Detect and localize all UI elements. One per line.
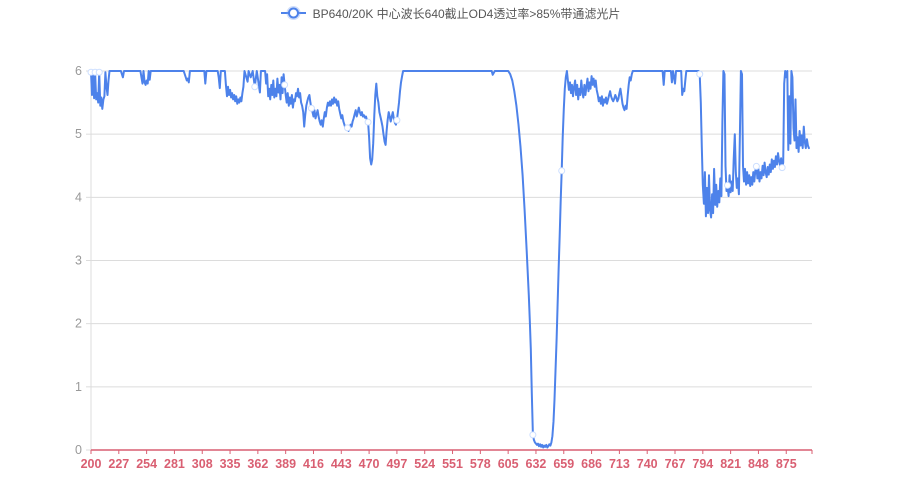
x-tick-label: 227 [108,457,129,471]
x-tick-label: 875 [776,457,797,471]
y-tick-label: 4 [75,190,82,204]
legend-label: BP640/20K 中心波长640截止OD4透过率>85%带通滤光片 [312,6,621,21]
series-line[interactable] [90,70,810,449]
x-tick-label: 497 [386,457,407,471]
x-tick-label: 281 [164,457,185,471]
y-tick-label: 2 [75,317,82,331]
x-tick-label: 308 [192,457,213,471]
y-tick-label: 1 [75,380,82,394]
x-tick-label: 254 [136,457,157,471]
data-point-marker[interactable] [529,431,537,439]
data-point-marker[interactable] [558,167,566,175]
data-point-marker[interactable] [307,104,315,112]
x-tick-label: 470 [359,457,380,471]
data-point-marker[interactable] [724,181,732,189]
data-point-marker[interactable] [251,83,259,91]
x-tick-label: 335 [220,457,241,471]
x-tick-label: 362 [247,457,268,471]
x-tick-label: 848 [748,457,769,471]
x-tick-label: 416 [303,457,324,471]
x-tick-label: 767 [665,457,686,471]
data-point-marker[interactable] [95,68,103,76]
legend-item[interactable]: BP640/20K 中心波长640截止OD4透过率>85%带通滤光片 [0,3,900,23]
x-tick-label: 659 [553,457,574,471]
x-tick-label: 713 [609,457,630,471]
data-point-marker[interactable] [364,118,372,126]
x-tick-label: 524 [414,457,435,471]
y-tick-label: 3 [75,254,82,268]
y-tick-label: 6 [75,64,82,78]
x-tick-label: 389 [275,457,296,471]
data-point-marker[interactable] [393,116,401,124]
x-tick-label: 551 [442,457,463,471]
data-point-marker[interactable] [343,124,351,132]
y-tick-label: 0 [75,443,82,457]
x-tick-label: 794 [692,457,713,471]
x-tick-label: 632 [526,457,547,471]
data-point-marker[interactable] [778,164,786,172]
data-point-marker[interactable] [696,70,704,78]
x-tick-label: 443 [331,457,352,471]
x-tick-label: 821 [720,457,741,471]
x-tick-label: 740 [637,457,658,471]
legend-line-marker-icon [280,6,306,20]
x-tick-label: 686 [581,457,602,471]
data-point-marker[interactable] [752,162,760,170]
x-tick-label: 578 [470,457,491,471]
x-tick-label: 200 [81,457,102,471]
data-point-marker[interactable] [281,81,289,89]
y-tick-label: 5 [75,127,82,141]
x-tick-label: 605 [498,457,519,471]
